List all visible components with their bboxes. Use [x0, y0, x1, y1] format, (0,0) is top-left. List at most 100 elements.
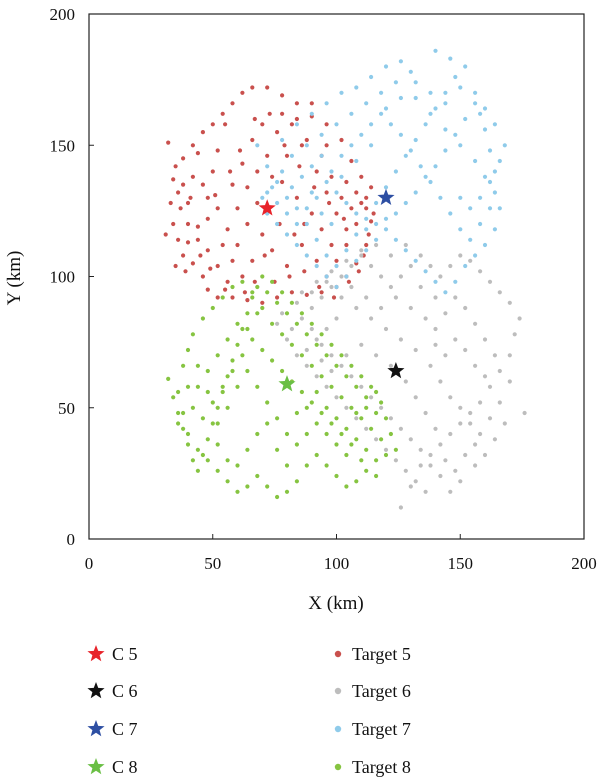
point-target-7 [497, 158, 502, 164]
point-target-8 [200, 416, 205, 421]
point-target-5 [346, 279, 351, 284]
point-target-7 [398, 95, 403, 101]
point-target-5 [289, 290, 294, 295]
point-target-7 [463, 64, 468, 69]
point-target-8 [369, 426, 374, 431]
point-target-7 [270, 185, 275, 190]
y-axis-label: Y (km) [4, 251, 25, 306]
point-target-7 [473, 253, 478, 258]
point-target-7 [255, 143, 260, 148]
point-target-8 [210, 305, 215, 311]
point-target-8 [181, 410, 186, 416]
point-target-7 [319, 153, 324, 158]
point-target-7 [319, 211, 324, 216]
point-target-7 [478, 111, 483, 116]
point-target-5 [339, 137, 344, 143]
point-target-5 [235, 206, 240, 211]
point-target-5 [252, 279, 257, 284]
point-target-7 [468, 206, 473, 211]
point-target-8 [185, 384, 191, 389]
legend-label-target-5: Target 5 [352, 644, 411, 664]
point-target-5 [225, 279, 230, 284]
point-target-5 [366, 232, 371, 237]
point-target-5 [205, 216, 210, 221]
point-target-8 [294, 442, 299, 447]
point-target-6 [294, 353, 299, 358]
point-target-8 [388, 431, 393, 437]
series-target-5 [163, 85, 376, 305]
point-target-8 [255, 384, 260, 389]
point-target-6 [374, 437, 379, 442]
point-target-8 [354, 410, 359, 416]
point-target-6 [354, 416, 359, 421]
point-target-5 [250, 258, 255, 263]
point-target-8 [215, 421, 220, 426]
point-target-6 [359, 253, 364, 258]
point-target-7 [388, 122, 393, 127]
point-target-6 [319, 295, 324, 300]
point-target-7 [304, 221, 309, 227]
point-target-5 [275, 295, 280, 300]
point-target-7 [309, 164, 314, 169]
point-target-7 [383, 216, 389, 221]
point-target-6 [418, 447, 423, 452]
point-target-8 [309, 321, 314, 326]
point-target-5 [213, 193, 218, 198]
point-target-6 [478, 400, 483, 405]
point-target-8 [329, 342, 334, 347]
point-target-8 [200, 316, 205, 321]
point-target-5 [327, 200, 332, 206]
point-target-6 [507, 379, 512, 384]
point-target-6 [408, 263, 413, 269]
point-target-7 [473, 90, 478, 95]
point-target-8 [205, 437, 210, 442]
point-target-8 [319, 374, 324, 379]
point-target-6 [492, 437, 497, 442]
point-target-8 [225, 479, 230, 484]
point-target-8 [195, 468, 200, 473]
point-target-6 [448, 263, 453, 269]
point-target-5 [359, 200, 364, 206]
point-target-8 [359, 374, 364, 379]
point-target-7 [453, 132, 458, 137]
point-target-6 [354, 305, 359, 311]
point-target-6 [428, 263, 433, 269]
point-target-6 [428, 463, 433, 468]
point-target-8 [349, 363, 354, 368]
legend-label-target-8: Target 8 [352, 757, 411, 777]
point-target-8 [334, 363, 339, 368]
point-target-5 [183, 269, 188, 274]
point-target-8 [230, 368, 235, 374]
point-target-8 [294, 410, 299, 416]
point-target-5 [176, 237, 181, 242]
point-target-7 [482, 242, 488, 248]
point-target-5 [292, 232, 297, 237]
point-target-5 [208, 266, 213, 271]
point-target-5 [294, 101, 299, 106]
point-target-6 [497, 290, 502, 295]
point-target-7 [280, 137, 285, 143]
point-target-5 [168, 200, 173, 206]
point-target-6 [487, 416, 493, 421]
point-target-8 [374, 473, 379, 479]
point-target-6 [364, 295, 369, 300]
point-target-6 [388, 363, 393, 368]
point-target-7 [413, 258, 418, 263]
point-target-8 [181, 426, 186, 431]
point-target-8 [215, 353, 220, 358]
point-target-5 [356, 269, 361, 274]
point-target-7 [369, 122, 374, 127]
point-target-5 [289, 122, 294, 127]
point-target-7 [482, 174, 488, 179]
point-target-8 [235, 463, 240, 468]
point-target-7 [478, 221, 483, 227]
point-target-7 [463, 116, 468, 122]
point-target-8 [329, 384, 334, 389]
point-target-6 [458, 253, 463, 258]
point-target-7 [453, 279, 458, 284]
point-target-7 [280, 169, 285, 174]
point-target-5 [369, 219, 374, 224]
legend-star-c-5 [87, 645, 105, 662]
point-target-6 [413, 395, 418, 400]
point-target-8 [369, 384, 374, 389]
